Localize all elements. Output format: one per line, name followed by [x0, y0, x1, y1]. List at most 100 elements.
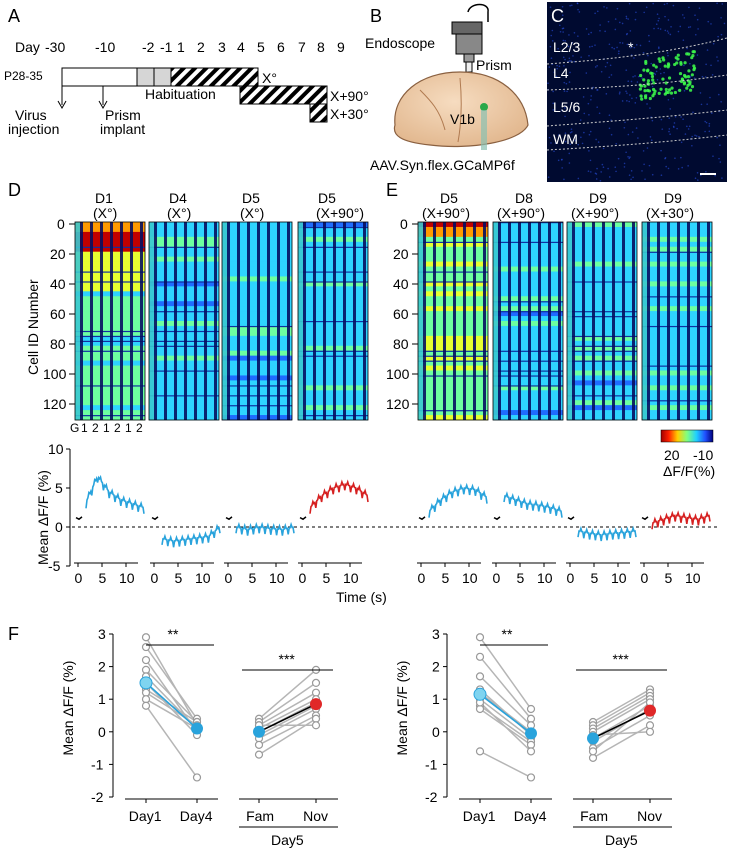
trace-x-tick: 10 — [343, 570, 359, 586]
f-point — [645, 727, 655, 736]
layer-boundary-2 — [546, 74, 728, 91]
f-x-label: Day1 — [463, 808, 496, 824]
day-number: -1 — [160, 39, 173, 55]
heatmap-d-4 — [297, 221, 369, 421]
panel-b: B Endoscope Prism V1b AAV.Syn.flex.GCaMP… — [365, 3, 529, 173]
prism-line2: implant — [100, 121, 145, 137]
v1b-site — [480, 103, 488, 111]
heatmap-day: D5 — [318, 190, 336, 206]
f-point — [141, 633, 151, 642]
trace-x-tick: 5 — [323, 570, 331, 586]
age-label: P28-35 — [4, 69, 43, 83]
trace-y-tick: 5 — [55, 480, 63, 496]
grating-label: G — [70, 421, 79, 435]
trace-d5-x-90- — [428, 482, 488, 518]
cell-id-axis-label: Cell ID Number — [25, 279, 41, 375]
f-x-label: Fam — [246, 808, 274, 824]
f-mean-day4 — [191, 722, 203, 735]
trace-x-tick: 5 — [517, 570, 525, 586]
trace-x-tick: 10 — [685, 570, 701, 586]
trace-x-tick: 0 — [641, 570, 649, 586]
f-y-tick: 1 — [98, 691, 106, 707]
heatmap-e-3 — [566, 221, 638, 421]
panel-d-label: D — [8, 180, 21, 200]
f-mean-day1 — [473, 687, 487, 701]
prism-label: Prism — [476, 57, 512, 73]
day-number: 5 — [257, 39, 265, 55]
heatmap-e-1 — [417, 221, 489, 421]
day-number: 9 — [337, 39, 345, 55]
trace-x-tick: 10 — [269, 570, 285, 586]
heatmap-day: D9 — [589, 190, 607, 206]
f-mean-day1 — [139, 676, 153, 690]
trace-x-tick: 0 — [299, 570, 307, 586]
heatmap-day: D5 — [440, 190, 458, 206]
heatmap-day: D9 — [664, 190, 682, 206]
grating-label: 2 — [136, 421, 143, 435]
f-point — [141, 655, 151, 665]
f-y-tick: -2 — [425, 789, 438, 805]
day-number: -2 — [142, 39, 155, 55]
f-point — [311, 678, 321, 688]
f-mean-nov — [310, 698, 322, 711]
heatmap-day: D1 — [95, 190, 113, 206]
trace-y-tick: -5 — [48, 558, 61, 574]
trace-x-tick: 10 — [462, 570, 478, 586]
f-group-label: Day5 — [271, 832, 304, 848]
f-y-tick: 0 — [98, 724, 106, 740]
layer-boundary-3 — [546, 109, 728, 127]
day-number: -10 — [95, 39, 115, 55]
virus-label: AAV.Syn.flex.GCaMP6f — [370, 157, 515, 173]
f-point — [141, 701, 151, 710]
day-number: 4 — [237, 39, 245, 55]
f-y-tick: -2 — [91, 789, 104, 805]
heatmap-stim: (X+90°) — [497, 205, 545, 221]
f-point — [475, 747, 485, 756]
sig-day: ** — [168, 626, 179, 642]
endoscope-label: Endoscope — [365, 35, 435, 51]
layer-wm: WM — [553, 131, 578, 147]
trace-x-tick: 5 — [442, 570, 450, 586]
f-point — [254, 740, 264, 749]
trace-d8-x-90- — [503, 491, 563, 518]
cable — [467, 3, 489, 22]
heatmap-d-1 — [74, 221, 146, 421]
sig-day: ** — [502, 626, 513, 642]
colorbar — [660, 429, 714, 443]
heatmap-y-tick: 0 — [400, 216, 408, 232]
trace-d4-x- — [161, 523, 221, 548]
heatmap-stim: (X+90°) — [316, 205, 364, 221]
grating-label: 2 — [92, 421, 99, 435]
f-point — [475, 652, 485, 661]
layer-l23: L2/3 — [553, 39, 580, 55]
trace-d5-x- — [235, 521, 295, 536]
colorbar-label: ΔF/F(%) — [663, 463, 715, 479]
panel-c-label: C — [551, 6, 564, 26]
panel-a: A Day -30 -10 -2 -1 1 2 3 4 5 6 7 8 9 P28-35 X° X+90… — [4, 6, 369, 137]
heatmap-day: D4 — [169, 190, 187, 206]
heatmap-y-tick: 0 — [57, 216, 65, 232]
day-number: 8 — [317, 39, 325, 55]
heatmap-stim: (X°) — [167, 205, 191, 221]
f-y-label: Mean ΔF/F (%) — [60, 661, 76, 756]
heatmap-day: D8 — [515, 190, 533, 206]
heatmap-y-tick: 100 — [43, 366, 67, 382]
virus-line2: injection — [8, 121, 59, 137]
layer-boundary-1 — [546, 37, 728, 65]
trace-d5-x-90- — [309, 479, 369, 514]
stim-x-label: X° — [262, 70, 277, 86]
f-group-label: Day5 — [605, 832, 638, 848]
sig-novelty: *** — [613, 651, 630, 667]
heatmap-stim: (X°) — [93, 205, 117, 221]
probe — [481, 110, 487, 150]
grating-label: 2 — [114, 421, 121, 435]
heatmap-y-tick: 80 — [50, 336, 66, 352]
f-mean-nov — [644, 704, 656, 717]
timeline-pre — [61, 67, 138, 87]
f-y-tick: -1 — [425, 756, 438, 772]
f-point — [475, 633, 485, 642]
